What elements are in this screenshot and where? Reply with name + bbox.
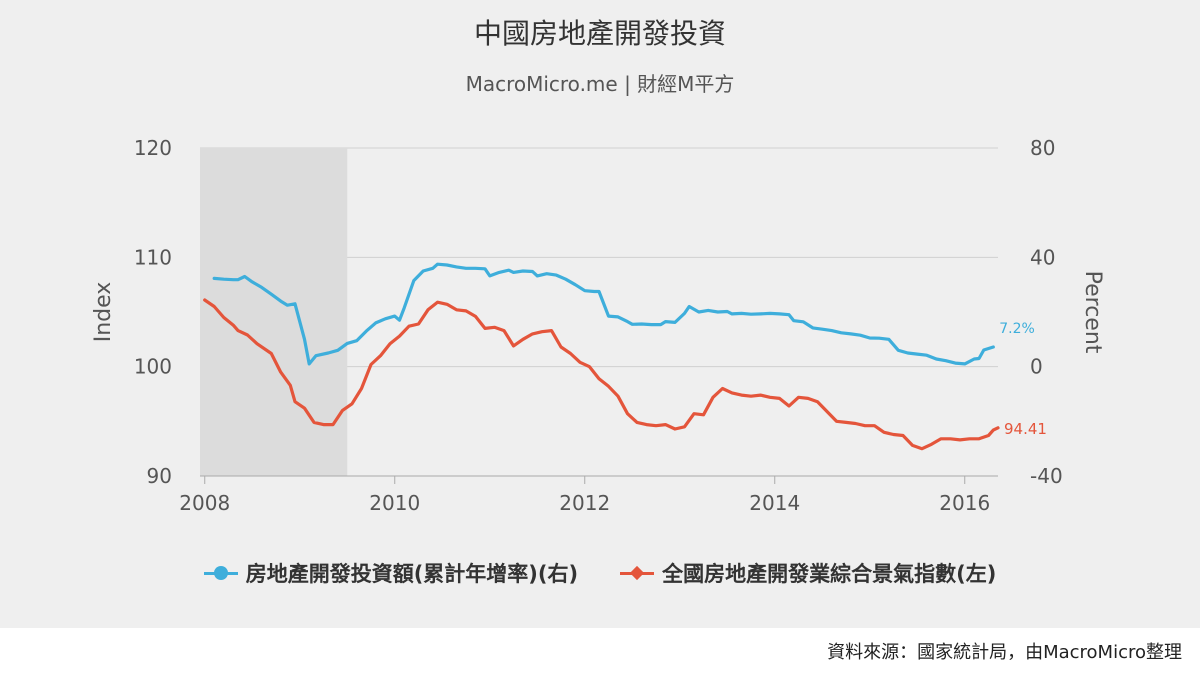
recession-band — [200, 148, 348, 476]
x-tick-label: 2010 — [369, 491, 420, 515]
legend-label-climate-index: 全國房地產開發業綜合景氣指數(左) — [662, 562, 997, 586]
left-tick-label: 120 — [134, 136, 172, 160]
left-tick-label: 100 — [134, 355, 172, 379]
source-note: 資料來源：國家統計局，由MacroMicro整理 — [827, 642, 1182, 663]
legend: 房地產開發投資額(累計年增率)(右) 全國房地產開發業綜合景氣指數(左) — [0, 558, 1200, 588]
right-tick-label: 40 — [1030, 245, 1055, 269]
right-tick-label: 0 — [1030, 355, 1043, 379]
x-tick-label: 2014 — [749, 491, 800, 515]
x-tick-label: 2012 — [559, 491, 610, 515]
left-tick-label: 110 — [134, 245, 172, 269]
x-tick-label: 2016 — [939, 491, 990, 515]
series-lines — [203, 262, 1000, 451]
diamond-marker-icon — [620, 565, 655, 581]
chart-title: 中國房地產開發投資 — [473, 17, 726, 50]
investment-growth-end-label: 7.2% — [999, 321, 1035, 337]
left-axis-title: Index — [91, 282, 116, 343]
circle-marker-icon — [203, 565, 238, 581]
investment-growth-line — [212, 262, 995, 366]
right-axis-title: Percent — [1080, 271, 1105, 354]
chart-subtitle: MacroMicro.me | 財經M平方 — [465, 72, 735, 96]
climate-index-line — [203, 298, 1000, 451]
x-tick-label: 2008 — [179, 491, 230, 515]
left-tick-label: 90 — [147, 464, 172, 488]
right-tick-label: -40 — [1030, 464, 1063, 488]
legend-item-climate-index[interactable]: 全國房地產開發業綜合景氣指數(左) — [620, 558, 996, 588]
legend-item-investment-growth[interactable]: 房地產開發投資額(累計年增率)(右) — [203, 558, 579, 588]
end-labels: 7.2% 94.41 — [999, 321, 1047, 438]
right-tick-label: 80 — [1030, 136, 1055, 160]
chart-panel: 中國房地產開發投資 MacroMicro.me | 財經M平方 90 100 110… — [0, 0, 1200, 628]
recession-shading — [200, 148, 348, 476]
axes: 90 100 110 120 -40 0 40 80 2008 2010 2012 2014 2016 I… — [91, 136, 1105, 515]
plot-area: 90 100 110 120 -40 0 40 80 2008 2010 2012 2014 2016 I… — [91, 136, 1105, 515]
climate-index-end-label: 94.41 — [1004, 420, 1047, 438]
legend-label-investment-growth: 房地產開發投資額(累計年增率)(右) — [245, 562, 579, 586]
